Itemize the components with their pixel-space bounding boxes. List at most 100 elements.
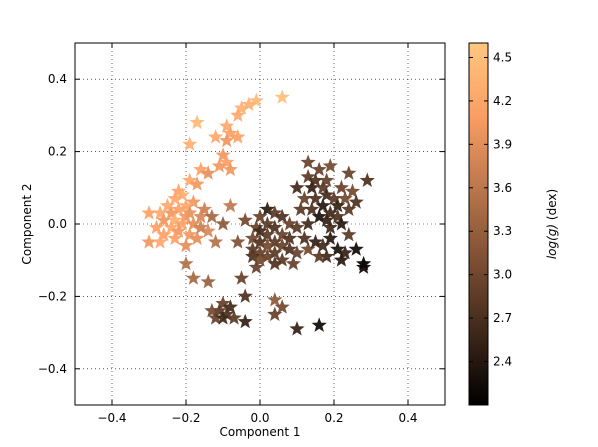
colorbar-label-unit: (dex)	[545, 189, 559, 224]
data-point	[215, 295, 231, 311]
data-point	[318, 187, 335, 202]
data-point	[315, 237, 331, 253]
colorbar-label-math: log(g)	[545, 224, 559, 259]
y-tick-label: −0.4	[38, 362, 67, 376]
data-point	[248, 259, 264, 274]
data-point	[307, 190, 324, 206]
data-point	[304, 179, 320, 195]
data-point	[259, 201, 276, 216]
data-point	[322, 205, 338, 220]
data-point	[289, 219, 305, 235]
data-point	[182, 136, 198, 151]
data-point	[289, 320, 305, 336]
data-point	[322, 230, 338, 245]
data-point	[207, 310, 224, 325]
data-point	[311, 208, 327, 224]
data-point	[330, 241, 346, 256]
data-point	[274, 89, 290, 104]
data-point	[148, 219, 165, 235]
x-tick-label: −0.4	[97, 411, 126, 425]
data-point	[237, 212, 253, 227]
y-tick-label: 0.2	[48, 145, 67, 159]
data-point	[226, 310, 242, 325]
data-point	[219, 132, 235, 148]
data-point	[141, 205, 157, 220]
data-point	[167, 190, 183, 206]
data-point	[189, 176, 205, 191]
data-point	[315, 179, 331, 195]
scatter-points	[141, 89, 375, 336]
data-point	[274, 299, 290, 314]
data-point	[274, 237, 290, 253]
data-point	[178, 255, 194, 271]
data-point	[300, 154, 316, 169]
data-point	[307, 234, 324, 249]
data-point	[244, 230, 261, 245]
data-point	[300, 216, 316, 231]
data-point	[170, 201, 187, 216]
data-point	[259, 226, 276, 242]
data-point	[285, 255, 301, 271]
data-point	[200, 273, 216, 289]
data-point	[326, 190, 342, 206]
data-point	[307, 172, 324, 188]
y-tick-label: 0.0	[48, 217, 67, 231]
data-point	[152, 234, 168, 249]
data-point	[333, 252, 350, 267]
data-point	[222, 125, 239, 140]
data-point	[330, 208, 346, 224]
data-point	[267, 205, 283, 220]
data-point	[333, 216, 350, 231]
data-point	[163, 219, 179, 235]
data-point	[341, 165, 357, 180]
data-point	[222, 161, 239, 177]
data-point	[293, 201, 309, 216]
data-point	[267, 255, 283, 271]
data-point	[211, 302, 227, 318]
data-point	[215, 216, 231, 231]
data-point	[337, 190, 353, 206]
x-tick-label: 0.0	[250, 411, 269, 425]
data-point	[300, 241, 316, 256]
data-point	[259, 237, 276, 253]
data-point	[244, 241, 261, 256]
data-point	[348, 194, 364, 209]
data-point	[215, 310, 231, 325]
data-point	[167, 230, 183, 245]
data-point	[174, 216, 190, 231]
data-point	[252, 244, 268, 260]
data-point	[170, 223, 187, 238]
data-point	[178, 197, 194, 213]
colorbar-tick-label: 3.0	[493, 268, 512, 282]
data-point	[359, 172, 375, 188]
data-point	[248, 92, 264, 108]
data-point	[174, 187, 190, 202]
data-point	[185, 194, 202, 209]
data-point	[219, 306, 235, 321]
data-point	[311, 317, 327, 332]
data-point	[193, 208, 209, 224]
colorbar-tick-label: 2.7	[493, 311, 512, 325]
data-point	[222, 299, 239, 314]
x-axis-ticks: −0.4 −0.2 0.0 0.2 0.4	[97, 43, 418, 425]
data-point	[215, 147, 231, 162]
data-point	[289, 244, 305, 260]
data-point	[311, 248, 327, 264]
data-point	[311, 161, 327, 177]
colorbar-tick-label: 3.3	[493, 224, 512, 238]
data-point	[156, 212, 172, 227]
data-point	[219, 154, 235, 169]
data-point	[267, 244, 283, 260]
data-point	[182, 226, 198, 242]
data-point	[178, 208, 194, 224]
data-point	[318, 212, 335, 227]
data-point	[141, 234, 157, 249]
data-point	[318, 248, 335, 264]
data-point	[267, 219, 283, 235]
data-point	[178, 237, 194, 253]
data-point	[355, 259, 372, 274]
data-point	[233, 270, 250, 285]
data-point	[163, 205, 179, 220]
data-point	[167, 212, 183, 227]
